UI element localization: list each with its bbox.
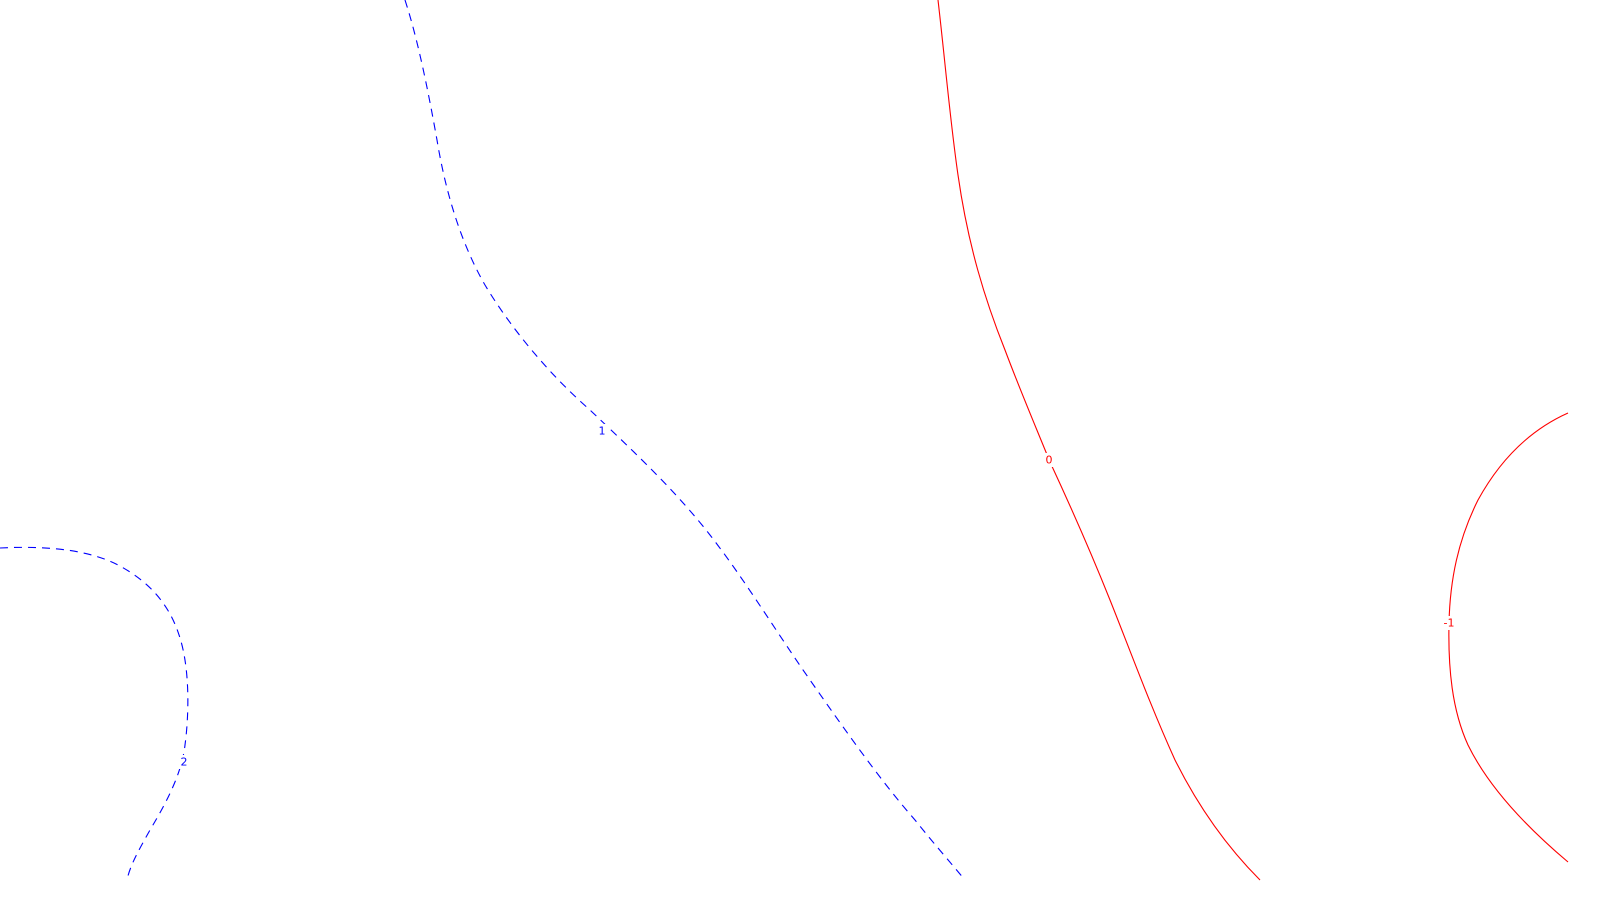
contour-label-level-1: 1 bbox=[599, 425, 606, 438]
contour-label-level-minus-1: -1 bbox=[1444, 617, 1455, 630]
contour-line-level-1 bbox=[404, 0, 966, 881]
contour-label-level-0: 0 bbox=[1046, 454, 1053, 467]
contour-level-minus-1: -1 bbox=[1439, 412, 1569, 863]
contour-label-level-2: 2 bbox=[181, 756, 188, 769]
contour-level-0: 0 bbox=[937, 0, 1261, 881]
contour-level-2: 2 bbox=[0, 546, 190, 881]
contour-level-1: 1 bbox=[404, 0, 966, 881]
